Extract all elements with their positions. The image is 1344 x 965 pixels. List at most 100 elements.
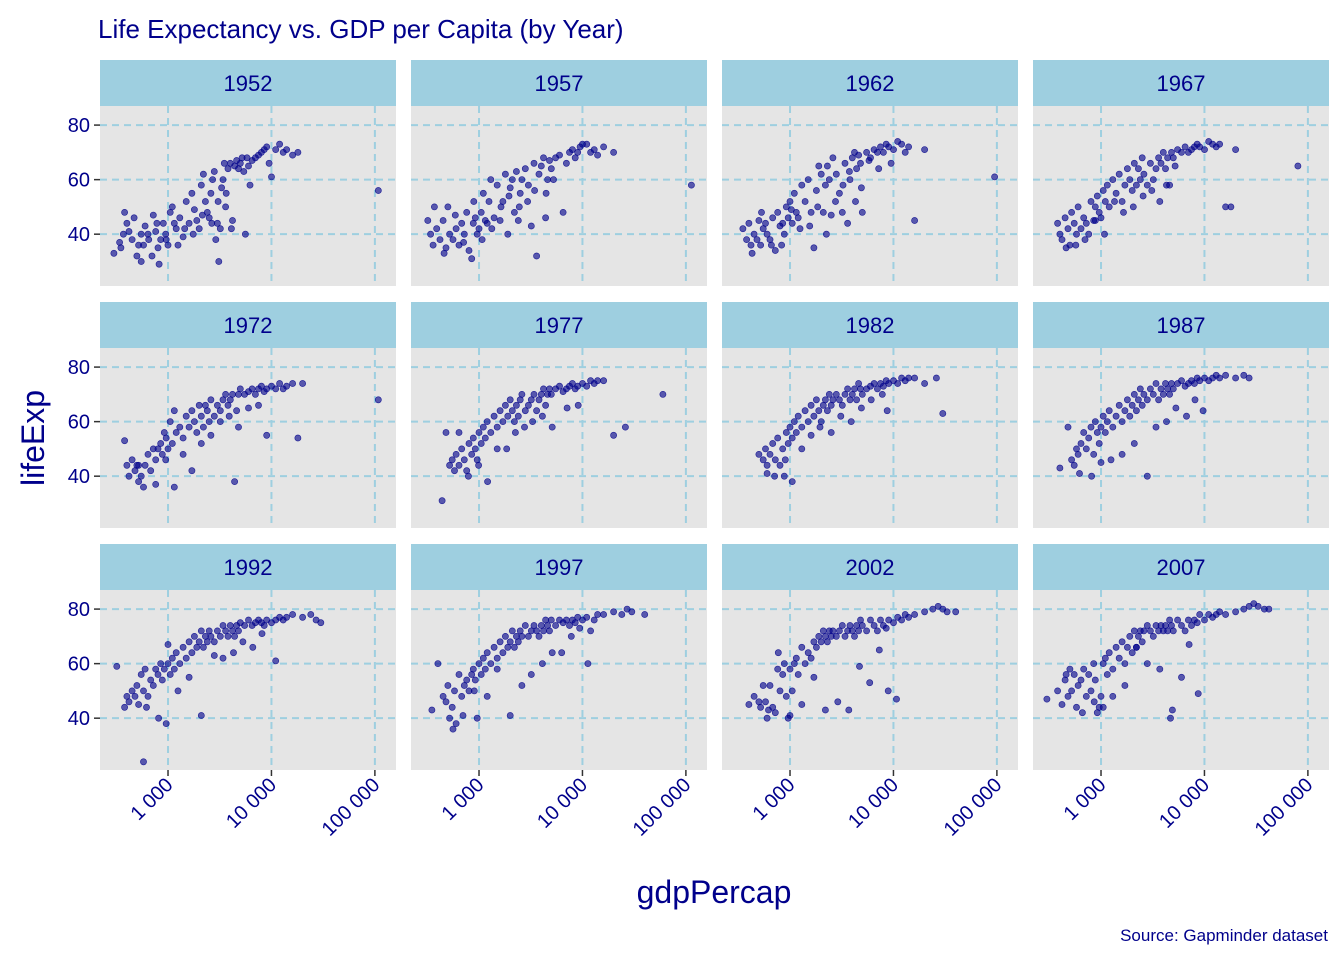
data-point xyxy=(1080,665,1088,673)
data-point xyxy=(493,181,501,189)
data-point xyxy=(546,627,553,635)
data-point xyxy=(750,230,758,238)
panel-background xyxy=(722,348,1018,528)
data-point xyxy=(514,412,522,420)
data-point xyxy=(774,665,782,673)
data-point xyxy=(458,445,466,453)
data-point xyxy=(841,633,849,640)
data-point xyxy=(832,633,840,640)
data-point xyxy=(853,396,860,404)
data-point xyxy=(1087,198,1095,205)
data-point xyxy=(600,377,607,385)
data-point xyxy=(188,407,196,415)
data-point xyxy=(140,687,147,695)
x-tick-label: 100 000 xyxy=(1251,774,1318,841)
data-point xyxy=(464,472,472,480)
data-point xyxy=(1169,706,1176,714)
data-point xyxy=(776,461,784,469)
data-point xyxy=(374,187,382,194)
data-point xyxy=(1164,154,1171,162)
data-point xyxy=(610,148,617,156)
data-point xyxy=(1169,154,1177,162)
data-point xyxy=(1152,380,1160,387)
data-point xyxy=(929,605,937,613)
data-point xyxy=(1062,244,1070,252)
data-point xyxy=(429,241,437,249)
data-point xyxy=(547,616,555,624)
data-point xyxy=(185,219,193,227)
data-point xyxy=(1101,429,1109,436)
data-point xyxy=(514,217,522,224)
data-point xyxy=(152,228,160,235)
data-point xyxy=(1077,225,1085,233)
data-point xyxy=(875,165,883,173)
data-point xyxy=(836,396,843,404)
data-point xyxy=(195,225,203,233)
data-point xyxy=(493,423,501,431)
data-point xyxy=(829,154,837,162)
data-point xyxy=(763,461,771,469)
data-point xyxy=(921,608,928,616)
panel-background xyxy=(1033,106,1329,286)
data-point xyxy=(546,157,553,164)
data-point xyxy=(216,633,224,640)
data-point xyxy=(531,187,538,194)
data-point xyxy=(1120,208,1127,216)
data-point xyxy=(251,390,259,398)
data-point xyxy=(806,222,814,230)
data-point xyxy=(610,608,617,616)
data-point xyxy=(844,219,851,227)
data-point xyxy=(779,219,787,227)
data-point xyxy=(452,720,460,727)
data-point xyxy=(774,434,782,442)
facet-panels: 1952 40 60 80 1957 1962 1967 1972 40 60 80 1977 1982… xyxy=(68,60,1329,841)
data-point xyxy=(1152,423,1160,431)
data-point xyxy=(1194,690,1202,697)
data-point xyxy=(199,170,207,178)
data-point xyxy=(289,151,296,159)
data-point xyxy=(1118,418,1126,425)
data-point xyxy=(439,693,447,700)
data-point xyxy=(1091,217,1099,224)
data-point xyxy=(525,401,532,409)
data-point xyxy=(786,423,794,431)
data-point xyxy=(241,622,248,629)
data-point xyxy=(1124,643,1131,651)
data-point xyxy=(222,203,229,211)
data-point xyxy=(1181,143,1189,151)
data-point xyxy=(1130,390,1138,398)
data-point xyxy=(880,148,887,156)
x-tick-label: 100 000 xyxy=(940,774,1007,841)
data-point xyxy=(1128,187,1136,194)
data-point xyxy=(214,198,222,205)
data-point xyxy=(446,714,453,722)
data-point xyxy=(841,390,849,398)
data-point xyxy=(135,461,142,469)
data-point xyxy=(844,385,851,393)
data-point xyxy=(776,687,784,695)
data-point xyxy=(1143,622,1151,629)
data-point xyxy=(1199,407,1207,415)
data-point xyxy=(235,423,242,431)
data-point xyxy=(819,208,827,216)
data-point xyxy=(794,214,802,222)
data-point xyxy=(172,429,180,436)
data-point xyxy=(1091,676,1099,684)
data-point xyxy=(220,159,228,167)
data-point xyxy=(1091,203,1099,211)
facet-panel-1962: 1962 xyxy=(722,60,1018,286)
data-point xyxy=(374,396,382,404)
data-point xyxy=(1088,472,1095,480)
data-point xyxy=(527,222,535,230)
data-point xyxy=(190,633,198,640)
data-point xyxy=(245,162,252,170)
data-point xyxy=(530,390,538,398)
data-point xyxy=(822,181,829,189)
data-point xyxy=(768,241,775,249)
data-point xyxy=(815,407,823,415)
data-point xyxy=(893,695,900,703)
facet-strip xyxy=(722,302,1018,348)
y-tick-label: 40 xyxy=(68,224,90,246)
data-point xyxy=(594,377,601,385)
y-tick-label: 80 xyxy=(68,115,90,137)
